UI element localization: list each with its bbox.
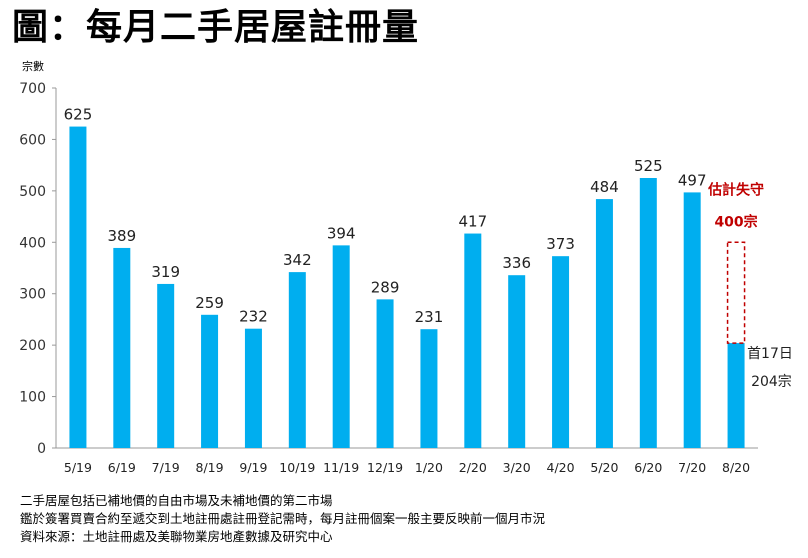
estimate-dashed-box bbox=[726, 241, 746, 344]
bar-value-label: 484 bbox=[590, 178, 619, 196]
x-tick-label: 5/20 bbox=[590, 460, 618, 475]
last-bar-value-label: 204宗 bbox=[751, 374, 792, 390]
bar-5-20 bbox=[595, 199, 613, 448]
bar-12-19 bbox=[376, 299, 394, 448]
bar-1-20 bbox=[420, 329, 438, 448]
bar-value-label: 373 bbox=[546, 235, 575, 253]
x-tick-label: 8/20 bbox=[722, 460, 750, 475]
x-tick-label: 4/20 bbox=[547, 460, 575, 475]
bar-10-19 bbox=[288, 272, 306, 448]
bar-value-label: 525 bbox=[634, 157, 663, 175]
bar-chart: 宗數 0 100 200 300 400 500 600 700 625 5/19 389 6/19 31… bbox=[19, 59, 793, 475]
y-tick-label: 400 bbox=[19, 235, 46, 251]
bar-6-19 bbox=[113, 247, 131, 448]
x-tick-label: 10/19 bbox=[279, 460, 315, 475]
bar-value-label: 342 bbox=[283, 251, 312, 269]
x-tick-label: 11/19 bbox=[323, 460, 359, 475]
estimate-label: 估計失守 bbox=[707, 181, 764, 198]
bar-2-20 bbox=[464, 233, 482, 448]
bar-value-label: 336 bbox=[502, 254, 531, 272]
bar-5-19 bbox=[69, 126, 87, 449]
page-title: 圖：每月二手居屋註冊量 bbox=[12, 7, 420, 48]
bar-8-20 bbox=[727, 343, 745, 448]
x-tick-label: 8/19 bbox=[196, 460, 224, 475]
y-tick-label: 600 bbox=[19, 132, 46, 148]
estimate-value-label: 400宗 bbox=[714, 213, 757, 230]
footnote-2: 鑑於簽署買賣合約至遞交到土地註冊處註冊登記需時，每月註冊個案一般主要反映前一個月… bbox=[20, 511, 546, 526]
bar-9-19 bbox=[244, 328, 262, 448]
y-tick-label: 200 bbox=[19, 338, 46, 354]
x-tick-label: 7/20 bbox=[678, 460, 706, 475]
bar-value-label: 259 bbox=[195, 294, 224, 312]
bar-value-label: 231 bbox=[415, 308, 444, 326]
x-tick-label: 9/19 bbox=[239, 460, 267, 475]
bar-3-20 bbox=[508, 275, 526, 448]
x-tick-label: 12/19 bbox=[367, 460, 403, 475]
y-tick-label: 300 bbox=[19, 287, 46, 303]
bar-value-label: 289 bbox=[371, 278, 400, 296]
bar-8-19 bbox=[201, 314, 219, 448]
x-tick-label: 2/20 bbox=[459, 460, 487, 475]
x-tick-label: 5/19 bbox=[64, 460, 92, 475]
x-tick-label: 3/20 bbox=[503, 460, 531, 475]
y-tick-label: 500 bbox=[19, 184, 46, 200]
bar-7-19 bbox=[157, 283, 175, 448]
footnote-source: 資料來源：土地註冊處及美聯物業房地產數據及研究中心 bbox=[20, 529, 333, 544]
y-tick-label: 700 bbox=[19, 81, 46, 97]
bar-value-label: 394 bbox=[327, 224, 356, 242]
bar-6-20 bbox=[639, 178, 657, 448]
footnotes: 二手居屋包括已補地價的自由市場及未補地價的第二市場 鑑於簽署買賣合約至遞交到土地… bbox=[20, 492, 545, 546]
x-tick-label: 7/19 bbox=[152, 460, 180, 475]
bar-7-20 bbox=[683, 192, 701, 448]
last-bar-period-label: 首17日 bbox=[747, 346, 793, 362]
bar-11-19 bbox=[332, 245, 350, 448]
x-tick-label: 6/19 bbox=[108, 460, 136, 475]
y-axis-label: 宗數 bbox=[22, 59, 44, 73]
bar-value-label: 625 bbox=[64, 106, 93, 124]
bar-value-label: 319 bbox=[151, 263, 180, 281]
x-tick-label: 1/20 bbox=[415, 460, 443, 475]
bar-value-label: 417 bbox=[458, 213, 487, 231]
y-tick-label: 0 bbox=[37, 441, 46, 457]
x-tick-label: 6/20 bbox=[634, 460, 662, 475]
y-tick-label: 100 bbox=[19, 390, 46, 406]
bar-4-20 bbox=[552, 256, 570, 448]
bar-value-label: 497 bbox=[678, 171, 707, 189]
bar-value-label: 232 bbox=[239, 308, 268, 326]
footnote-1: 二手居屋包括已補地價的自由市場及未補地價的第二市場 bbox=[20, 493, 333, 508]
bar-value-label: 389 bbox=[107, 227, 136, 245]
